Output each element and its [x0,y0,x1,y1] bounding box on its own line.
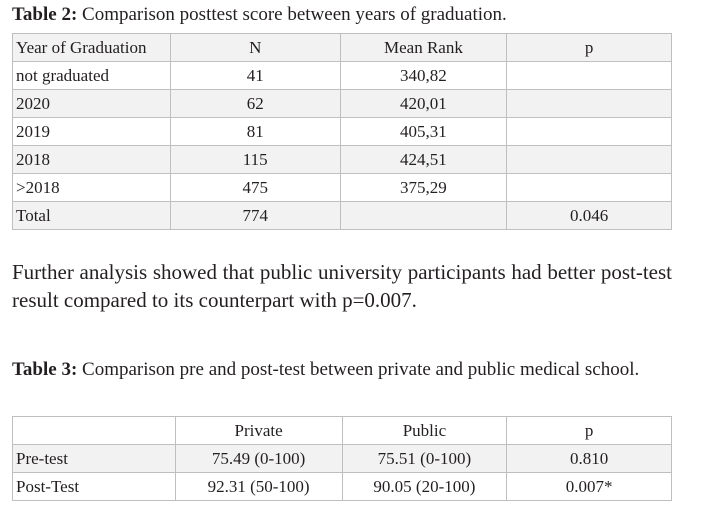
body-paragraph: Further analysis showed that public univ… [12,260,672,312]
table2-caption-label: Table 2: [12,4,78,25]
table2-cell-mean-rank: 340,82 [339,61,508,90]
table3-cell-label: Pre-test [12,444,176,473]
table2-cell-p [506,61,672,90]
table-row: 2019 81 405,31 [12,117,672,146]
table2-cell-mean-rank: 424,51 [339,145,508,174]
table2-cell-year: >2018 [12,173,171,202]
table3-caption-text: Comparison pre and post-test between pri… [77,359,640,380]
table-row: Post-Test 92.31 (50-100) 90.05 (20-100) … [12,472,672,501]
table2-cell-n: 774 [169,201,341,230]
table2-cell-p: 0.046 [506,201,672,230]
table2-caption: Table 2: Comparison posttest score betwe… [12,3,692,27]
table2-cell-n: 41 [169,61,341,90]
table2-cell-mean-rank: 375,29 [339,173,508,202]
table3-caption: Table 3: Comparison pre and post-test be… [12,358,672,382]
table2: Year of Graduation N Mean Rank p not gra… [12,33,672,230]
table3-cell-p: 0.007* [506,472,672,501]
table2-cell-n: 81 [169,117,341,146]
table3-cell-public: 75.51 (0-100) [341,444,508,473]
table-row: 2018 115 424,51 [12,145,672,174]
table2-cell-n: 475 [169,173,341,202]
table2-cell-p [506,117,672,146]
table-row: not graduated 41 340,82 [12,61,672,90]
table2-cell-year: 2020 [12,89,171,118]
table3-cell-private: 75.49 (0-100) [174,444,343,473]
table2-header-p: p [506,33,672,62]
table3-cell-p: 0.810 [506,444,672,473]
table-row: Total 774 0.046 [12,201,672,230]
table2-header-n: N [169,33,341,62]
table3-header-p: p [506,416,672,445]
table2-cell-n: 62 [169,89,341,118]
table3-cell-label: Post-Test [12,472,176,501]
table2-cell-p [506,145,672,174]
table2-header-mean-rank: Mean Rank [339,33,508,62]
table2-caption-text: Comparison posttest score between years … [77,4,507,25]
table3-header-row: Private Public p [12,416,672,445]
table3-header-private: Private [174,416,343,445]
table2-header-row: Year of Graduation N Mean Rank p [12,33,672,62]
table2-cell-mean-rank [339,201,508,230]
table3-cell-public: 90.05 (20-100) [341,472,508,501]
table2-cell-p [506,89,672,118]
table-row: 2020 62 420,01 [12,89,672,118]
table3-header-blank [12,416,176,445]
table2-header-year: Year of Graduation [12,33,171,62]
table2-cell-mean-rank: 405,31 [339,117,508,146]
table3-caption-label: Table 3: [12,359,78,380]
table3: Private Public p Pre-test 75.49 (0-100) … [12,416,672,501]
table-row: Pre-test 75.49 (0-100) 75.51 (0-100) 0.8… [12,444,672,473]
table2-cell-year: not graduated [12,61,171,90]
table-row: >2018 475 375,29 [12,173,672,202]
table3-cell-private: 92.31 (50-100) [174,472,343,501]
table2-cell-year: Total [12,201,171,230]
table3-header-public: Public [341,416,508,445]
table2-cell-year: 2019 [12,117,171,146]
table2-cell-n: 115 [169,145,341,174]
table2-cell-mean-rank: 420,01 [339,89,508,118]
table2-cell-p [506,173,672,202]
table2-cell-year: 2018 [12,145,171,174]
